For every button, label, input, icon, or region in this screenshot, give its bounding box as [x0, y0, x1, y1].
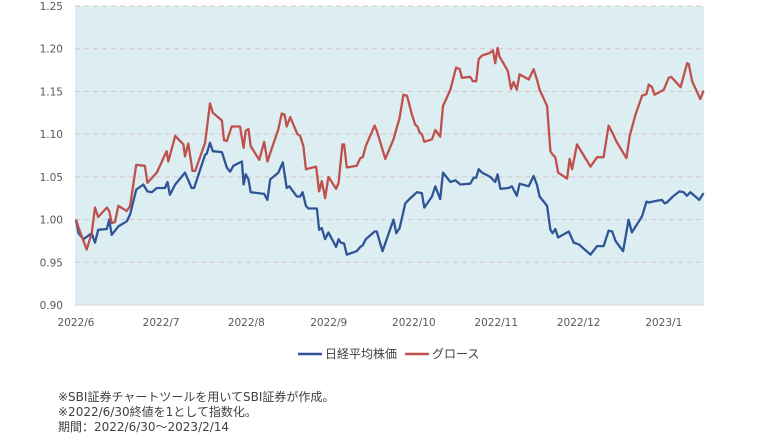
x-tick-label: 2022/7	[143, 317, 180, 329]
x-tick-label: 2022/12	[557, 317, 601, 329]
x-tick-label: 2023/1	[645, 317, 682, 329]
y-tick-label: 0.90	[40, 300, 63, 312]
y-tick-label: 1.15	[40, 86, 63, 98]
y-tick-label: 1.05	[40, 172, 63, 184]
footnote-index: ※2022/6/30終値を1として指数化。	[58, 404, 257, 419]
footnotes: ※SBI証券チャートツールを用いてSBI証券が作成。 ※2022/6/30終値を…	[58, 389, 334, 434]
series-lines	[74, 46, 705, 256]
footnote-period: 期間：2022/6/30～2023/2/14	[58, 420, 229, 434]
x-axis-ticks: 2022/6 2022/7 2022/8 2022/9 2022/10 2022/11 20…	[58, 317, 683, 329]
x-tick-label: 2022/11	[474, 317, 518, 329]
y-tick-label: 1.10	[40, 129, 63, 141]
y-tick-label: 1.25	[40, 1, 63, 13]
plot-area	[75, 6, 704, 305]
x-tick-label: 2022/8	[228, 317, 265, 329]
legend: 日経平均株価 グロース	[298, 346, 479, 361]
y-tick-label: 0.95	[40, 257, 63, 269]
y-axis-ticks: 0.90 0.95 1.00 1.05 1.10 1.15 1.20 1.25	[40, 1, 63, 312]
legend-label-growth: グロース	[432, 347, 479, 361]
x-tick-label: 2022/9	[310, 317, 347, 329]
y-tick-label: 1.20	[40, 44, 63, 56]
series-line-nikkei	[74, 141, 705, 256]
x-tick-label: 2022/10	[392, 317, 436, 329]
footnote-source: ※SBI証券チャートツールを用いてSBI証券が作成。	[58, 389, 334, 404]
gridlines	[75, 5, 704, 306]
y-tick-label: 1.00	[40, 215, 63, 227]
x-tick-label: 2022/6	[58, 317, 95, 329]
legend-label-nikkei: 日経平均株価	[325, 346, 397, 361]
series-line-growth	[74, 46, 705, 251]
